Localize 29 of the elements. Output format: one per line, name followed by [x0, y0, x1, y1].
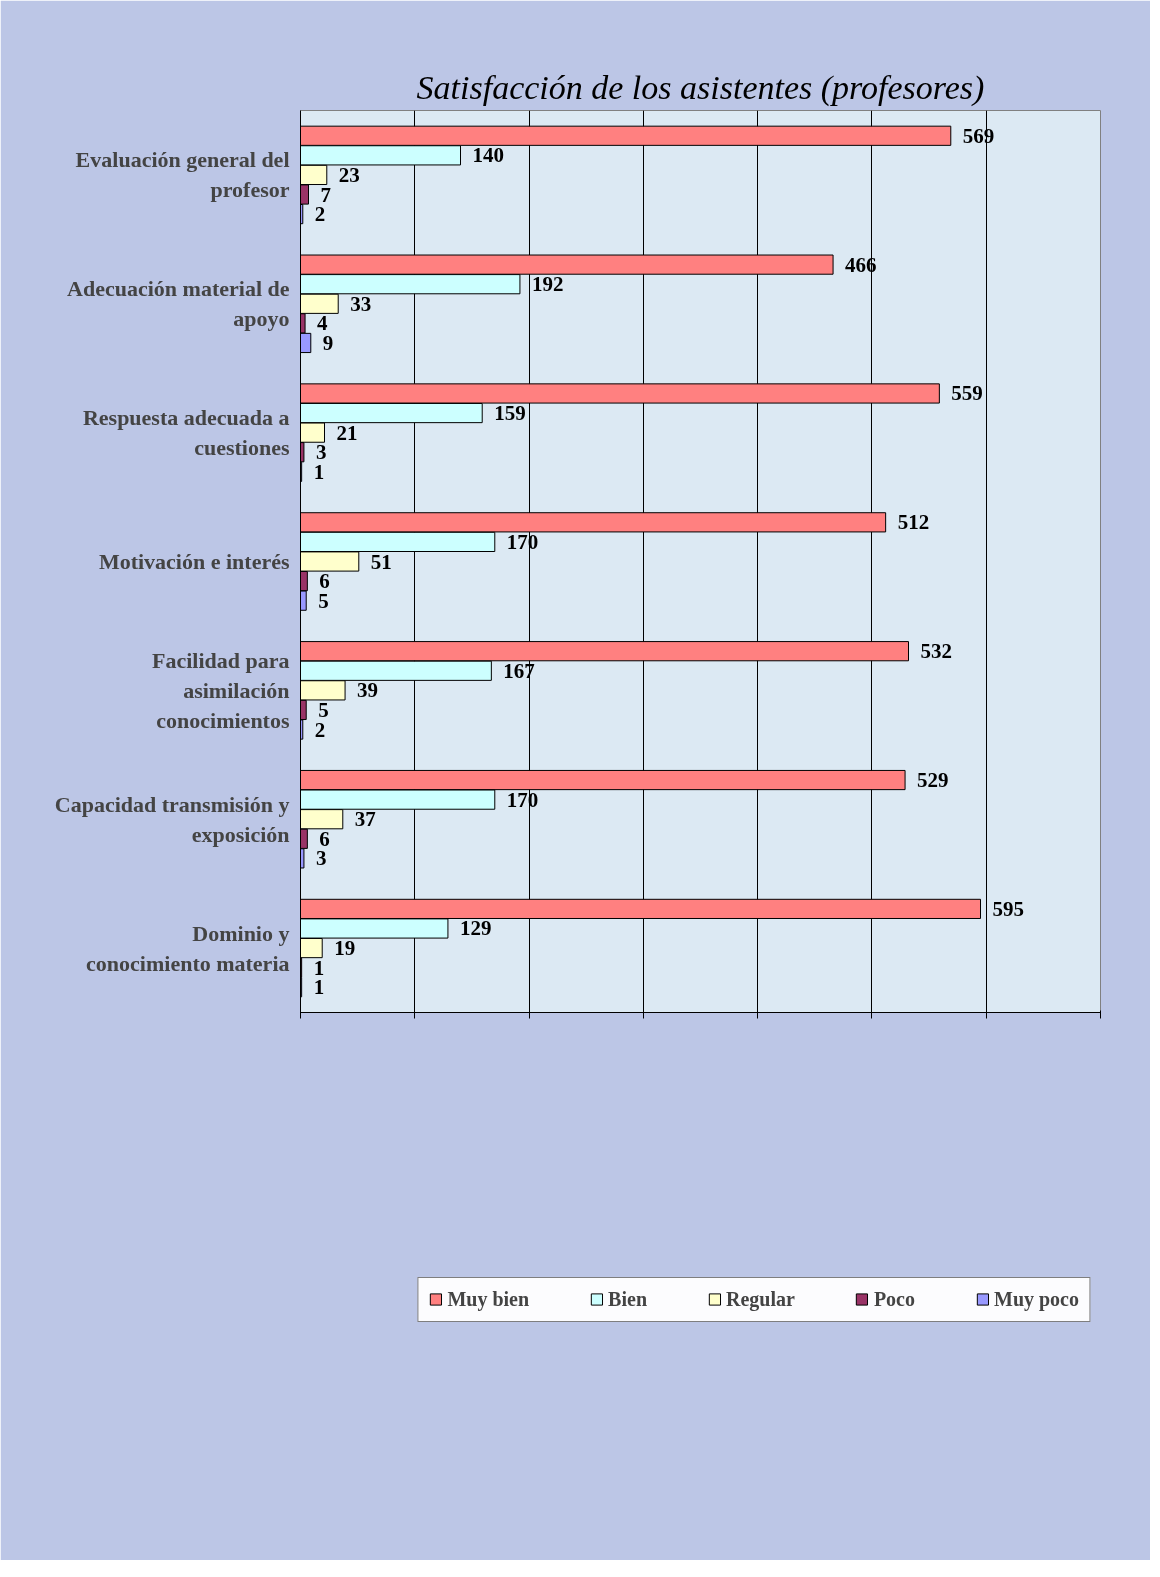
data-label: 559 — [951, 381, 983, 406]
data-label: 159 — [494, 401, 526, 426]
data-label: 51 — [370, 549, 392, 574]
legend-label: Muy bien — [447, 1287, 530, 1311]
y-tick-label: Evaluación general del profesor — [75, 147, 290, 203]
legend-label: Regular — [726, 1287, 795, 1311]
y-tick-label: Motivación e interés — [98, 549, 290, 574]
data-label: 39 — [357, 678, 379, 703]
data-label: 595 — [992, 896, 1024, 921]
data-label: 23 — [338, 162, 360, 187]
data-label: 21 — [336, 420, 358, 445]
y-tick-label: Capacidad transmisión y exposición — [54, 791, 290, 847]
legend-label: Muy poco — [994, 1287, 1079, 1311]
data-label: 140 — [472, 143, 504, 168]
data-label: 529 — [917, 768, 949, 793]
y-tick-label: Respuesta adecuada a cuestiones — [82, 405, 290, 461]
y-tick-label: Facilidad para asimilación conocimientos — [151, 647, 290, 733]
data-label: 192 — [531, 272, 564, 297]
legend-label: Poco — [873, 1287, 915, 1311]
data-label: 33 — [350, 291, 372, 316]
data-label: 532 — [920, 639, 952, 664]
data-label: 37 — [354, 807, 376, 832]
data-label: 129 — [459, 916, 492, 941]
data-label: 512 — [897, 510, 930, 535]
chart-title: Satisfacción de los asistentes (profesores) — [416, 68, 985, 107]
legend-label: Bien — [608, 1287, 648, 1311]
y-tick-label: Adecuación material de apoyo — [67, 276, 290, 332]
y-tick-label: Dominio y conocimiento materia — [86, 920, 290, 976]
data-label: 19 — [334, 936, 356, 961]
